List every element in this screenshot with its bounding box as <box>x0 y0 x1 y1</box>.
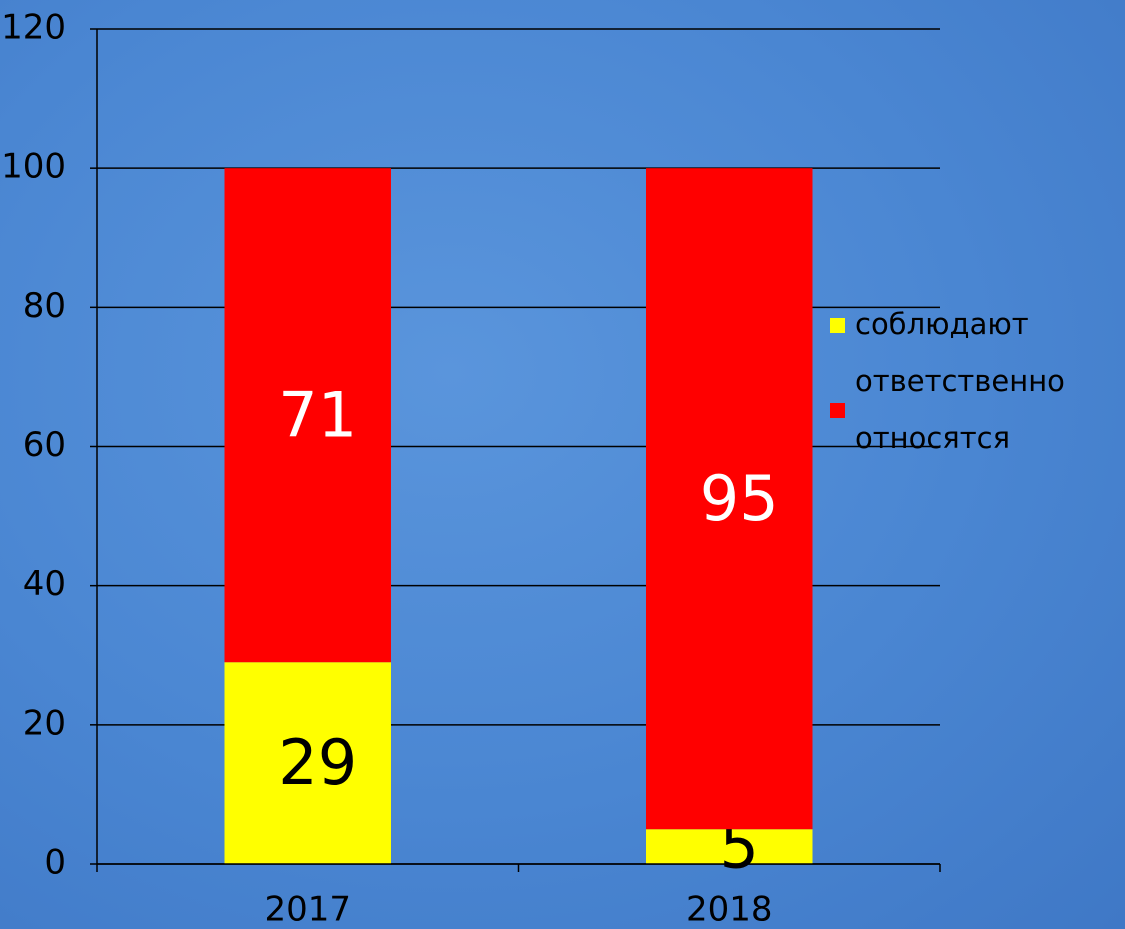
legend-swatch <box>830 318 845 333</box>
chart-area: 020406080100120201729712018595 соблюдают… <box>0 0 1125 929</box>
legend-item: соблюдают <box>830 296 1120 353</box>
y-tick-label: 60 <box>23 425 66 465</box>
legend-item: ответственно относятся <box>830 353 1120 467</box>
y-tick-label: 20 <box>23 703 66 743</box>
y-tick-label: 0 <box>44 843 66 883</box>
y-tick-label: 80 <box>23 286 66 326</box>
legend-swatch <box>830 403 845 418</box>
legend-label: ответственно относятся <box>855 364 1065 455</box>
legend: соблюдают ответственно относятся <box>830 296 1120 467</box>
x-tick-label: 2018 <box>686 890 773 929</box>
y-tick-label: 100 <box>1 147 66 187</box>
data-label: 71 <box>278 378 357 451</box>
data-label: 29 <box>278 726 357 799</box>
y-tick-label: 40 <box>23 564 66 604</box>
data-label: 95 <box>700 462 779 535</box>
x-tick-label: 2017 <box>264 890 351 929</box>
legend-label: соблюдают <box>855 307 1029 341</box>
y-tick-label: 120 <box>1 8 66 48</box>
